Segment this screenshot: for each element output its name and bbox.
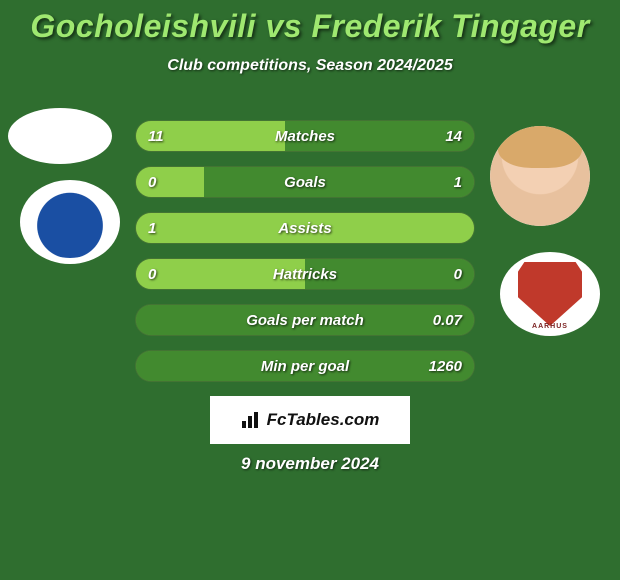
- stat-value-right: 0: [454, 259, 462, 291]
- hair-placeholder: [498, 126, 582, 168]
- fctables-badge: FcTables.com: [210, 396, 410, 444]
- stat-value-left: 11: [148, 121, 164, 153]
- subtitle: Club competitions, Season 2024/2025: [0, 57, 620, 75]
- stat-label: Goals: [136, 167, 474, 199]
- stat-value-right: 1260: [429, 351, 462, 383]
- page-title: Gocholeishvili vs Frederik Tingager: [0, 0, 620, 45]
- stat-row: Goals0 1: [135, 166, 475, 198]
- stat-value-left: 1: [148, 213, 156, 245]
- stat-row: Matches11 14: [135, 120, 475, 152]
- stat-row: Min per goal1260: [135, 350, 475, 382]
- player-left-photo: [8, 108, 112, 164]
- stat-label: Assists: [136, 213, 474, 245]
- stat-label: Hattricks: [136, 259, 474, 291]
- stat-row: Goals per match0.07: [135, 304, 475, 336]
- stat-row: Hattricks0 0: [135, 258, 475, 290]
- stat-label: Goals per match: [136, 305, 474, 337]
- stat-row: Assists1: [135, 212, 475, 244]
- club-right-logo: AARHUS: [500, 252, 600, 336]
- stat-label: Min per goal: [136, 351, 474, 383]
- club-left-logo: ★ ★: [20, 180, 120, 264]
- stat-label: Matches: [136, 121, 474, 153]
- club-left-inner: [26, 186, 114, 258]
- stat-value-right: 1: [454, 167, 462, 199]
- chart-icon: [241, 411, 263, 429]
- comparison-card: Gocholeishvili vs Frederik Tingager Club…: [0, 0, 620, 580]
- player-right-photo: [490, 126, 590, 226]
- stat-value-left: 0: [148, 259, 156, 291]
- stat-value-right: 14: [445, 121, 462, 153]
- stat-value-left: 0: [148, 167, 156, 199]
- date-label: 9 november 2024: [0, 454, 620, 474]
- fctables-label: FcTables.com: [267, 410, 380, 430]
- stats-area: Matches1114Goals01Assists1Hattricks00Goa…: [135, 120, 475, 396]
- stat-value-right: 0.07: [433, 305, 462, 337]
- club-right-text: AARHUS: [500, 323, 600, 330]
